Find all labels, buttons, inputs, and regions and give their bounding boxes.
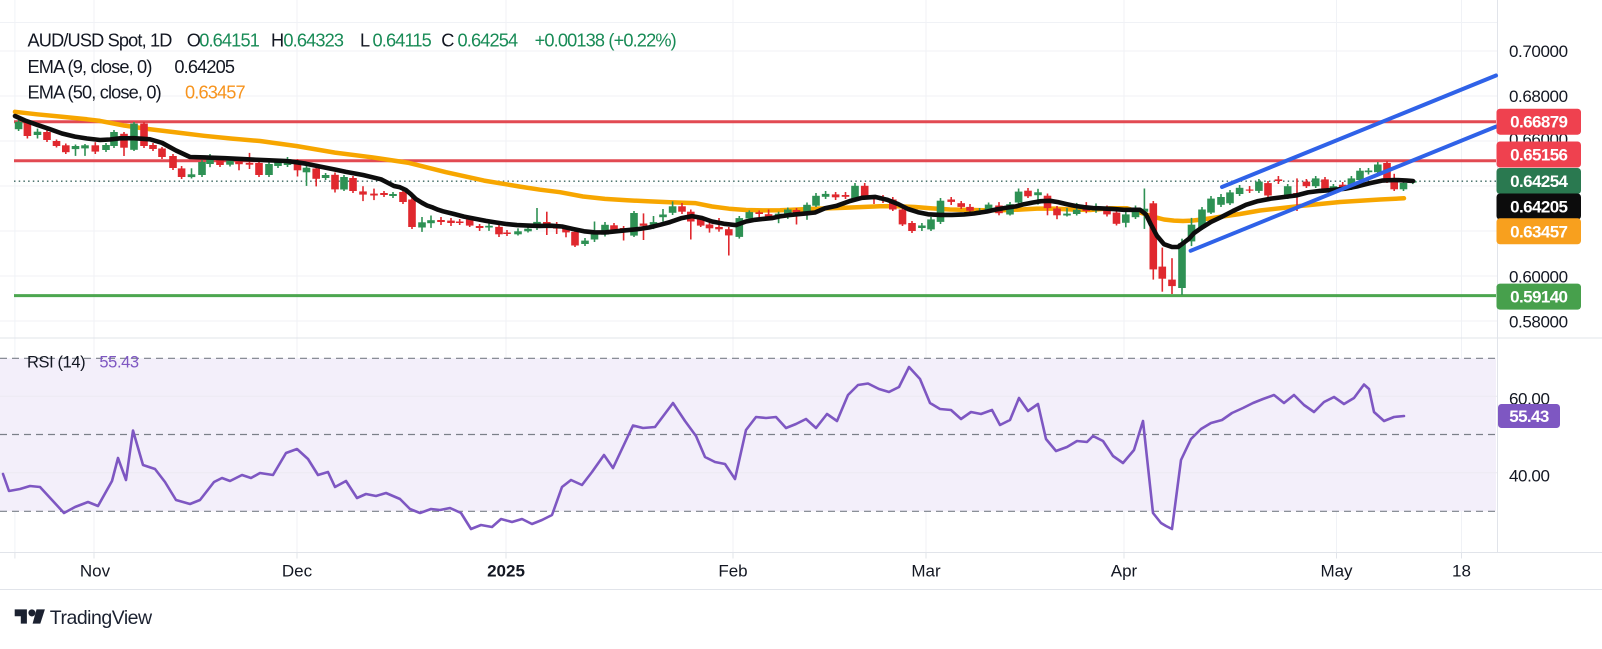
svg-text:H: H bbox=[271, 31, 283, 51]
svg-text:+0.00138 (+0.22%): +0.00138 (+0.22%) bbox=[535, 31, 676, 51]
svg-text:0.64323: 0.64323 bbox=[283, 31, 344, 51]
svg-text:0.64205: 0.64205 bbox=[1510, 198, 1567, 217]
svg-text:0.64254: 0.64254 bbox=[1510, 172, 1568, 191]
svg-text:18: 18 bbox=[1452, 562, 1471, 581]
svg-text:0.63457: 0.63457 bbox=[1510, 222, 1567, 241]
svg-text:0.64115: 0.64115 bbox=[373, 31, 432, 51]
svg-text:0.59140: 0.59140 bbox=[1510, 288, 1567, 307]
svg-text:40.00: 40.00 bbox=[1509, 466, 1550, 485]
svg-text:TradingView: TradingView bbox=[50, 607, 153, 629]
svg-text:Mar: Mar bbox=[911, 562, 941, 581]
svg-text:0.64254: 0.64254 bbox=[458, 31, 519, 51]
svg-text:L: L bbox=[360, 31, 370, 51]
svg-text:55.43: 55.43 bbox=[99, 354, 139, 372]
svg-text:May: May bbox=[1320, 562, 1353, 581]
svg-text:0.68000: 0.68000 bbox=[1509, 87, 1568, 106]
svg-text:0.60000: 0.60000 bbox=[1509, 267, 1568, 286]
svg-text:RSI (14): RSI (14) bbox=[27, 354, 85, 372]
svg-text:0.66879: 0.66879 bbox=[1510, 113, 1567, 132]
svg-text:Apr: Apr bbox=[1111, 562, 1138, 581]
svg-text:0.70000: 0.70000 bbox=[1509, 42, 1568, 61]
svg-text:0.64205: 0.64205 bbox=[174, 57, 235, 77]
svg-text:EMA (50, close, 0): EMA (50, close, 0) bbox=[28, 83, 161, 103]
svg-text:60.00: 60.00 bbox=[1509, 389, 1550, 408]
svg-text:2025: 2025 bbox=[487, 562, 525, 581]
svg-text:EMA (9, close, 0): EMA (9, close, 0) bbox=[28, 57, 152, 77]
svg-text:55.43: 55.43 bbox=[1509, 407, 1549, 426]
svg-text:Feb: Feb bbox=[718, 562, 747, 581]
svg-text:0.64151: 0.64151 bbox=[199, 31, 260, 51]
svg-text:0.63457: 0.63457 bbox=[185, 83, 246, 103]
svg-text:Dec: Dec bbox=[282, 562, 313, 581]
svg-text:0.65156: 0.65156 bbox=[1510, 146, 1567, 165]
svg-text:O: O bbox=[187, 31, 201, 51]
svg-text:Nov: Nov bbox=[80, 562, 111, 581]
svg-text:AUD/USD Spot, 1D: AUD/USD Spot, 1D bbox=[28, 31, 173, 51]
svg-text:C: C bbox=[441, 31, 454, 51]
svg-text:0.58000: 0.58000 bbox=[1509, 312, 1568, 331]
